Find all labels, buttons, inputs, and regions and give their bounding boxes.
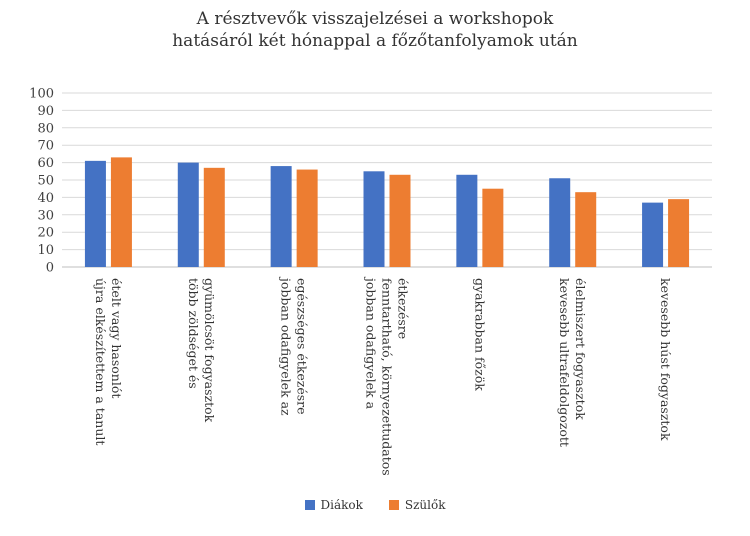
- y-tick-label: 10: [37, 243, 54, 258]
- bar-diakok: [549, 178, 571, 267]
- bar-szulok: [668, 199, 690, 267]
- x-category-label: kevesebb ultrafeldolgozottélelmiszert fo…: [557, 278, 588, 447]
- x-category-label: jobban odafigyelek azegészséges étkezésr…: [279, 276, 310, 416]
- chart-title: A résztvevők visszajelzései a workshopok…: [0, 8, 750, 52]
- x-category-label: kevesebb húst fogyasztok: [658, 278, 673, 441]
- bar-diakok: [84, 160, 106, 267]
- bar-szulok: [110, 157, 132, 267]
- y-tick-label: 20: [37, 226, 54, 241]
- bar-diakok: [363, 171, 385, 267]
- y-tick-label: 90: [37, 104, 54, 119]
- x-category-label: újra elkészítettem a tanultételt vagy ha…: [93, 278, 124, 445]
- legend: Diákok Szülők: [0, 498, 750, 512]
- chart-title-line-1: A résztvevők visszajelzései a workshopok: [196, 9, 554, 29]
- bar-diakok: [177, 162, 199, 267]
- y-tick-label: 30: [37, 208, 54, 223]
- legend-swatch-szulok: [388, 500, 399, 510]
- bar-szulok: [389, 174, 411, 267]
- bar-szulok: [203, 167, 225, 267]
- y-tick-label: 60: [37, 156, 54, 171]
- bar-szulok: [482, 188, 504, 267]
- legend-item-szulok: Szülők: [388, 498, 446, 512]
- legend-label-szulok: Szülők: [404, 498, 446, 512]
- legend-label-diakok: Diákok: [320, 498, 363, 512]
- bar-diakok: [642, 202, 664, 267]
- legend-item-diakok: Diákok: [304, 498, 363, 512]
- y-tick-label: 0: [46, 261, 54, 276]
- bar-szulok: [575, 192, 597, 267]
- y-tick-label: 80: [37, 121, 54, 136]
- x-category-label: gyakrabban főzök: [472, 278, 487, 391]
- x-category-label: több zöldséget ésgyümölcsöt fogyasztok: [186, 278, 217, 423]
- bar-diakok: [270, 166, 292, 267]
- y-tick-label: 100: [29, 87, 54, 102]
- y-tick-label: 70: [37, 139, 54, 154]
- bar-diakok: [456, 174, 478, 267]
- y-tick-label: 40: [37, 191, 54, 206]
- x-category-label: jobban odafigyelek afenntartható, környe…: [364, 276, 411, 476]
- legend-swatch-diakok: [304, 500, 315, 510]
- bar-szulok: [296, 169, 318, 267]
- chart-title-line-2: hatásáról két hónappal a főzőtanfolyamok…: [172, 31, 578, 51]
- y-tick-label: 50: [37, 174, 54, 189]
- bar-chart: 0 10 20 30 40 50 60 70 80 90 100 újra elkészítettem…: [29, 87, 712, 476]
